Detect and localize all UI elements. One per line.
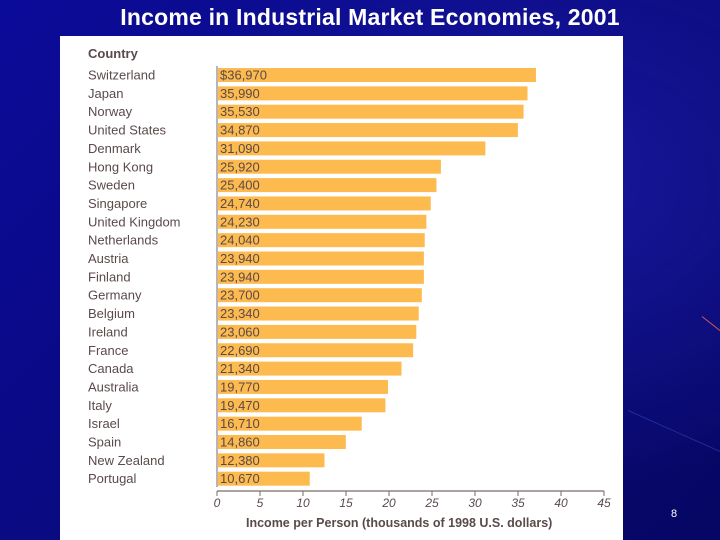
bar [218,251,424,266]
income-bar-chart: Country Switzerland Japan Norway United Sta… [88,46,611,530]
country-label: Australia [88,379,139,394]
bar [218,123,518,138]
x-tick-label: 10 [296,496,310,510]
bar-value-label: 12,380 [220,453,260,468]
x-tick-label: 30 [468,496,482,510]
bar [218,398,386,413]
bar-value-label: 24,740 [220,196,260,211]
bar-value-label: 35,990 [220,86,260,101]
bar-value-label: 23,940 [220,269,260,284]
country-label: Singapore [88,196,147,211]
bar [218,435,346,449]
bar [218,68,536,82]
bar-value-label: 25,920 [220,159,260,174]
country-label: Germany [88,288,142,303]
bar-value-label: 19,770 [220,379,260,394]
country-label: Hong Kong [88,159,153,174]
country-label: Sweden [88,178,135,193]
slide-title: Income in Industrial Market Economies, 2… [120,4,620,30]
country-label: Austria [88,251,129,266]
bar-value-label: $36,970 [220,68,267,83]
bar-value-label: 22,690 [220,343,260,358]
country-label: Switzerland [88,68,155,83]
country-labels: Switzerland Japan Norway United States Denma… [88,68,181,487]
bar [218,343,414,358]
country-label: Ireland [88,324,128,339]
decorative-line [701,316,720,333]
country-label: Italy [88,398,112,413]
decorative-line [627,410,720,460]
bar-value-label: 23,060 [220,324,260,339]
bar [218,471,310,486]
country-label: Finland [88,269,131,284]
bar-value-label: 16,710 [220,416,260,431]
x-tick-label: 45 [597,496,611,510]
x-tick-label: 5 [257,496,264,510]
country-label: Portugal [88,471,137,486]
x-tick-label: 40 [554,496,568,510]
bar [218,159,441,174]
bar-value-label: 19,470 [220,398,260,413]
country-label: New Zealand [88,453,165,468]
bars: $36,970 35,990 35,530 34,870 31,090 25,920 25,… [216,66,536,487]
country-label: Norway [88,104,133,119]
bar-value-label: 24,040 [220,233,260,248]
x-tick-label: 20 [381,496,396,510]
country-label: Israel [88,416,120,431]
country-label: Denmark [88,141,141,156]
page-number: 8 [670,508,678,520]
bar [218,214,427,229]
bar [218,269,424,284]
x-axis: 0 5 10 15 20 25 30 35 40 45 [214,490,611,510]
country-label: United States [88,123,167,138]
bar [218,324,417,339]
bar [218,306,419,321]
country-label: United Kingdom [88,214,181,229]
country-label: France [88,343,128,358]
bar-value-label: 24,230 [220,214,260,229]
bar [218,453,325,468]
country-label: Netherlands [88,233,159,248]
bar-value-label: 10,670 [220,471,260,486]
chart-figure: Country Switzerland Japan Norway United Sta… [60,36,623,540]
bar [218,288,422,303]
x-tick-label: 15 [339,496,353,510]
x-tick-label: 25 [424,496,439,510]
bar-value-label: 31,090 [220,141,260,156]
bar [218,104,524,119]
bar [218,178,437,193]
country-label: Canada [88,361,134,376]
country-label: Belgium [88,306,135,321]
country-label: Japan [88,86,123,101]
bar [218,196,431,211]
bar [218,416,362,431]
column-header-country: Country [88,46,139,61]
x-tick-label: 0 [214,496,221,510]
bar [218,86,528,101]
bar [218,361,402,376]
bar-value-label: 14,860 [220,435,260,450]
bar-value-label: 23,940 [220,251,260,266]
bar [218,141,486,156]
bar-value-label: 23,340 [220,306,260,321]
x-tick-label: 35 [511,496,525,510]
bar [218,233,425,248]
bar-value-label: 23,700 [220,288,260,303]
x-axis-label: Income per Person (thousands of 1998 U.S… [246,516,552,530]
bar [218,379,389,394]
bar-value-label: 21,340 [220,361,260,376]
bar-value-label: 35,530 [220,104,260,119]
country-label: Spain [88,435,121,450]
bar-value-label: 34,870 [220,123,260,138]
bar-value-label: 25,400 [220,178,260,193]
